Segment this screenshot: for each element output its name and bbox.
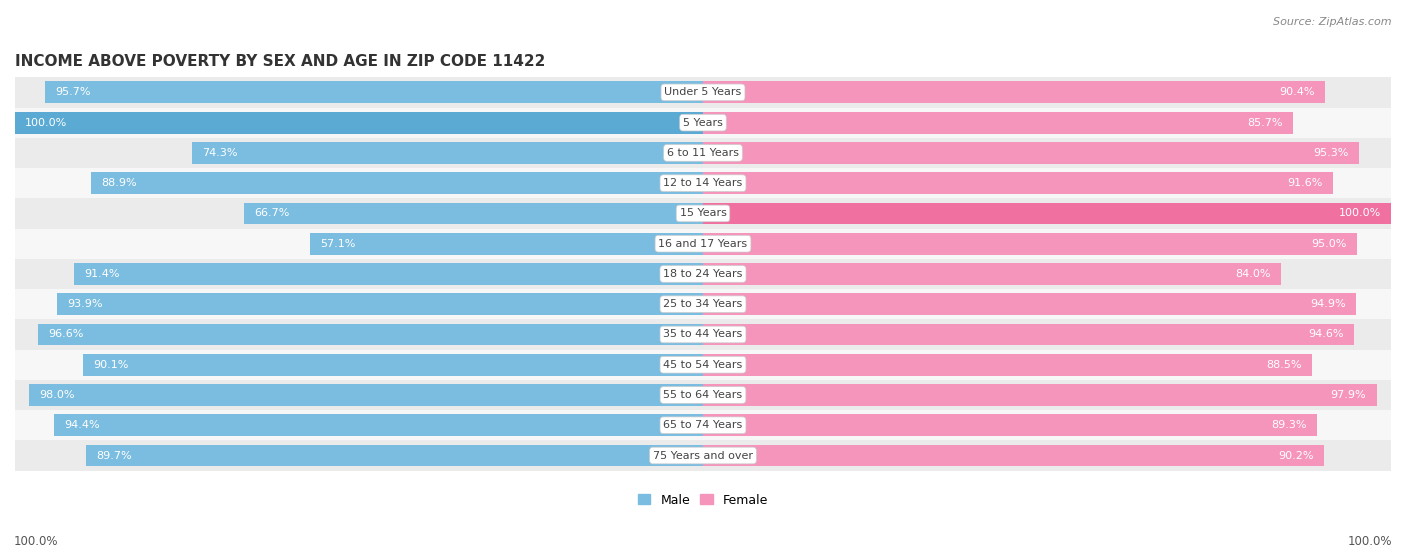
- Bar: [703, 444, 1323, 466]
- Text: 66.7%: 66.7%: [254, 209, 290, 219]
- Bar: [83, 354, 703, 376]
- Text: 88.9%: 88.9%: [101, 178, 138, 188]
- Text: 95.3%: 95.3%: [1313, 148, 1348, 158]
- Bar: [28, 384, 703, 406]
- Text: 90.1%: 90.1%: [93, 360, 129, 369]
- Text: 94.9%: 94.9%: [1310, 299, 1346, 309]
- Text: 35 to 44 Years: 35 to 44 Years: [664, 329, 742, 339]
- Text: 25 to 34 Years: 25 to 34 Years: [664, 299, 742, 309]
- Bar: [245, 202, 703, 224]
- Text: 97.9%: 97.9%: [1330, 390, 1367, 400]
- Bar: [15, 319, 1391, 349]
- Bar: [58, 293, 703, 315]
- Text: 98.0%: 98.0%: [39, 390, 75, 400]
- Text: 95.7%: 95.7%: [55, 87, 90, 97]
- Bar: [15, 112, 703, 134]
- Text: 15 Years: 15 Years: [679, 209, 727, 219]
- Text: Under 5 Years: Under 5 Years: [665, 87, 741, 97]
- Bar: [15, 259, 1391, 289]
- Text: 100.0%: 100.0%: [1339, 209, 1381, 219]
- Text: 96.6%: 96.6%: [49, 329, 84, 339]
- Text: 6 to 11 Years: 6 to 11 Years: [666, 148, 740, 158]
- Bar: [703, 324, 1354, 345]
- Text: Source: ZipAtlas.com: Source: ZipAtlas.com: [1274, 17, 1392, 27]
- Bar: [91, 172, 703, 194]
- Bar: [15, 410, 1391, 440]
- Bar: [703, 233, 1357, 254]
- Text: 88.5%: 88.5%: [1265, 360, 1302, 369]
- Bar: [45, 82, 703, 103]
- Bar: [703, 354, 1312, 376]
- Bar: [703, 82, 1324, 103]
- Text: 90.4%: 90.4%: [1279, 87, 1315, 97]
- Text: 91.4%: 91.4%: [84, 269, 120, 279]
- Text: 94.4%: 94.4%: [63, 420, 100, 430]
- Text: 84.0%: 84.0%: [1234, 269, 1271, 279]
- Bar: [703, 293, 1355, 315]
- Bar: [15, 229, 1391, 259]
- Bar: [15, 289, 1391, 319]
- Bar: [15, 198, 1391, 229]
- Text: 89.3%: 89.3%: [1271, 420, 1308, 430]
- Bar: [311, 233, 703, 254]
- Bar: [86, 444, 703, 466]
- Bar: [703, 414, 1317, 436]
- Bar: [15, 168, 1391, 198]
- Legend: Male, Female: Male, Female: [633, 489, 773, 511]
- Text: 57.1%: 57.1%: [321, 239, 356, 249]
- Text: 16 and 17 Years: 16 and 17 Years: [658, 239, 748, 249]
- Text: 89.7%: 89.7%: [96, 451, 132, 461]
- Text: 100.0%: 100.0%: [14, 535, 59, 548]
- Bar: [15, 349, 1391, 380]
- Text: 90.2%: 90.2%: [1278, 451, 1313, 461]
- Bar: [15, 107, 1391, 138]
- Bar: [15, 77, 1391, 107]
- Bar: [15, 380, 1391, 410]
- Bar: [703, 263, 1281, 285]
- Text: 5 Years: 5 Years: [683, 117, 723, 127]
- Text: 12 to 14 Years: 12 to 14 Years: [664, 178, 742, 188]
- Bar: [75, 263, 703, 285]
- Text: 55 to 64 Years: 55 to 64 Years: [664, 390, 742, 400]
- Text: 74.3%: 74.3%: [202, 148, 238, 158]
- Text: 100.0%: 100.0%: [25, 117, 67, 127]
- Text: 18 to 24 Years: 18 to 24 Years: [664, 269, 742, 279]
- Bar: [15, 440, 1391, 471]
- Bar: [15, 138, 1391, 168]
- Text: 93.9%: 93.9%: [67, 299, 103, 309]
- Text: INCOME ABOVE POVERTY BY SEX AND AGE IN ZIP CODE 11422: INCOME ABOVE POVERTY BY SEX AND AGE IN Z…: [15, 54, 546, 69]
- Bar: [703, 142, 1358, 164]
- Bar: [38, 324, 703, 345]
- Text: 85.7%: 85.7%: [1247, 117, 1282, 127]
- Text: 94.6%: 94.6%: [1308, 329, 1344, 339]
- Text: 95.0%: 95.0%: [1310, 239, 1347, 249]
- Text: 65 to 74 Years: 65 to 74 Years: [664, 420, 742, 430]
- Bar: [703, 112, 1292, 134]
- Bar: [53, 414, 703, 436]
- Text: 91.6%: 91.6%: [1288, 178, 1323, 188]
- Bar: [191, 142, 703, 164]
- Text: 75 Years and over: 75 Years and over: [652, 451, 754, 461]
- Text: 45 to 54 Years: 45 to 54 Years: [664, 360, 742, 369]
- Bar: [703, 202, 1391, 224]
- Bar: [703, 172, 1333, 194]
- Text: 100.0%: 100.0%: [1347, 535, 1392, 548]
- Bar: [703, 384, 1376, 406]
